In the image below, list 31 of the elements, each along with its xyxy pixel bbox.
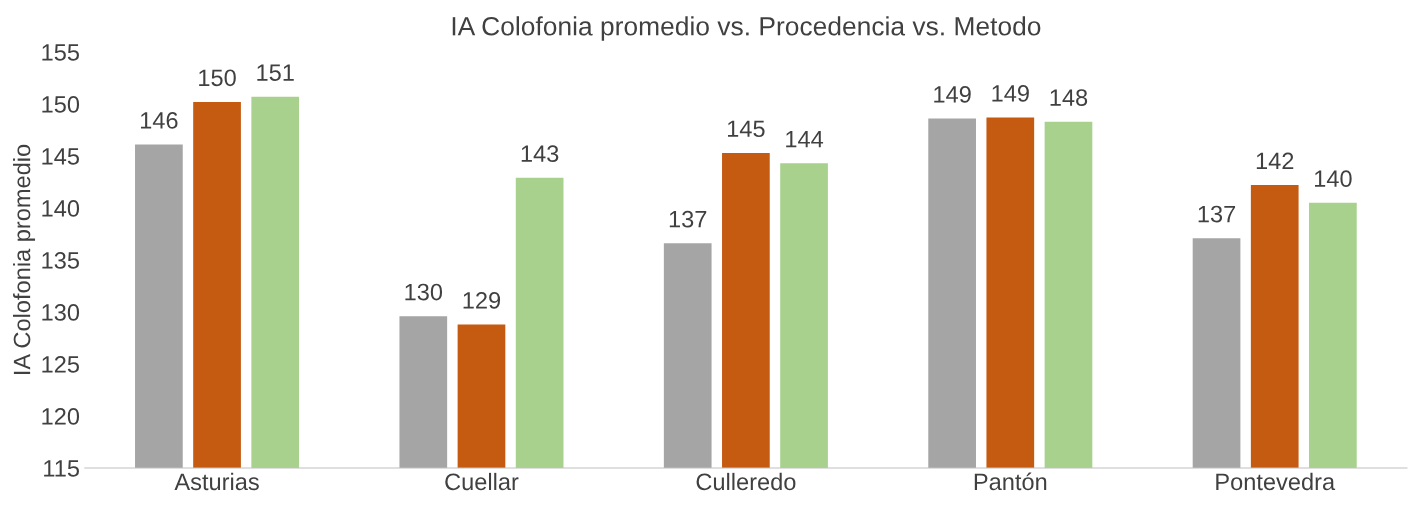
y-tick-label: 145 [42, 148, 79, 165]
y-tick-label: 150 [42, 96, 80, 113]
data-label: 144 [786, 131, 824, 148]
y-axis-title: IA Colofonia promedio [13, 144, 36, 374]
data-label: 145 [727, 120, 765, 138]
data-label: 142 [1256, 152, 1294, 170]
y-tick-label: 125 [42, 356, 79, 373]
data-label: 150 [199, 69, 236, 87]
data-label: 137 [1198, 205, 1236, 223]
x-tick-label: Asturias [174, 472, 259, 491]
x-tick-label: Cuellar [445, 472, 519, 491]
data-label: 129 [463, 291, 501, 309]
chart-title: IA Colofonia promedio vs. Procedencia vs. Metodo [452, 16, 1041, 41]
data-label: 130 [405, 283, 443, 301]
data-label: 148 [1050, 89, 1088, 106]
data-label: 143 [521, 145, 559, 163]
y-tick-label: 140 [42, 200, 80, 217]
x-tick-label: Pantón [974, 472, 1047, 491]
y-tick-label: 115 [44, 460, 79, 477]
data-label: 151 [257, 64, 294, 81]
x-tick-label: Pontevedra [1216, 472, 1336, 491]
y-tick-label: 120 [42, 408, 80, 425]
data-label: 149 [992, 85, 1029, 102]
data-label: 140 [1315, 170, 1352, 188]
x-tick-label: Culleredo [696, 472, 796, 491]
y-tick-label: 130 [42, 304, 80, 321]
data-label: 146 [140, 112, 178, 129]
data-label: 149 [934, 86, 971, 103]
y-tick-label: 155 [42, 44, 79, 61]
data-label: 137 [669, 210, 707, 228]
y-tick-label: 135 [42, 252, 79, 269]
